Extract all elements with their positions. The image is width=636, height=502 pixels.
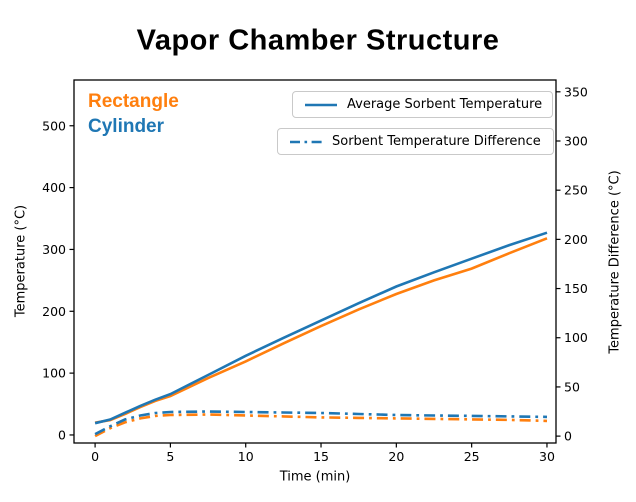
y-axis-label-right: Temperature Difference (°C) [607, 170, 623, 354]
legend-label-average: Average Sorbent Temperature [347, 97, 543, 112]
x-tick-label: 5 [166, 449, 174, 464]
y-right-tick-label: 300 [564, 133, 588, 148]
y-right-tick-label: 150 [564, 281, 588, 296]
x-tick-label: 30 [539, 449, 555, 464]
series-line-0 [94, 237, 548, 424]
legend-dashdot-line-icon [290, 140, 322, 143]
y-right-tick-label: 350 [564, 84, 588, 99]
x-tick-label: 0 [91, 449, 99, 464]
series-label-rectangle: Rectangle [88, 91, 179, 112]
x-axis-label: Time (min) [279, 469, 351, 485]
legend-solid-line-icon [305, 103, 337, 106]
x-tick-label: 25 [464, 449, 480, 464]
y-left-tick-label: 300 [42, 242, 66, 257]
legend-box-average: Average Sorbent Temperature [292, 91, 553, 118]
chart-title: Vapor Chamber Structure [136, 24, 500, 57]
legend-label-difference: Sorbent Temperature Difference [332, 134, 541, 149]
y-axis-label-left: Temperature (°C) [13, 204, 29, 318]
y-right-tick-label: 200 [564, 232, 588, 247]
y-left-tick-label: 500 [42, 118, 66, 133]
plot-spines [73, 79, 557, 444]
y-left-tick-label: 0 [58, 427, 66, 442]
series-line-2 [94, 413, 548, 438]
legend-box-difference: Sorbent Temperature Difference [277, 128, 554, 155]
y-left-tick-label: 400 [42, 180, 66, 195]
x-tick-label: 15 [313, 449, 329, 464]
series-line-1 [94, 231, 548, 425]
y-left-tick-label: 200 [42, 304, 66, 319]
x-tick-label: 20 [388, 449, 404, 464]
y-right-tick-label: 50 [564, 379, 580, 394]
x-tick-label: 10 [238, 449, 254, 464]
series-label-cylinder: Cylinder [88, 116, 165, 137]
y-right-tick-label: 250 [564, 183, 588, 198]
y-right-tick-label: 0 [564, 429, 572, 444]
y-right-tick-label: 100 [564, 330, 588, 345]
series-line-3 [94, 410, 548, 436]
y-left-tick-label: 100 [42, 366, 66, 381]
